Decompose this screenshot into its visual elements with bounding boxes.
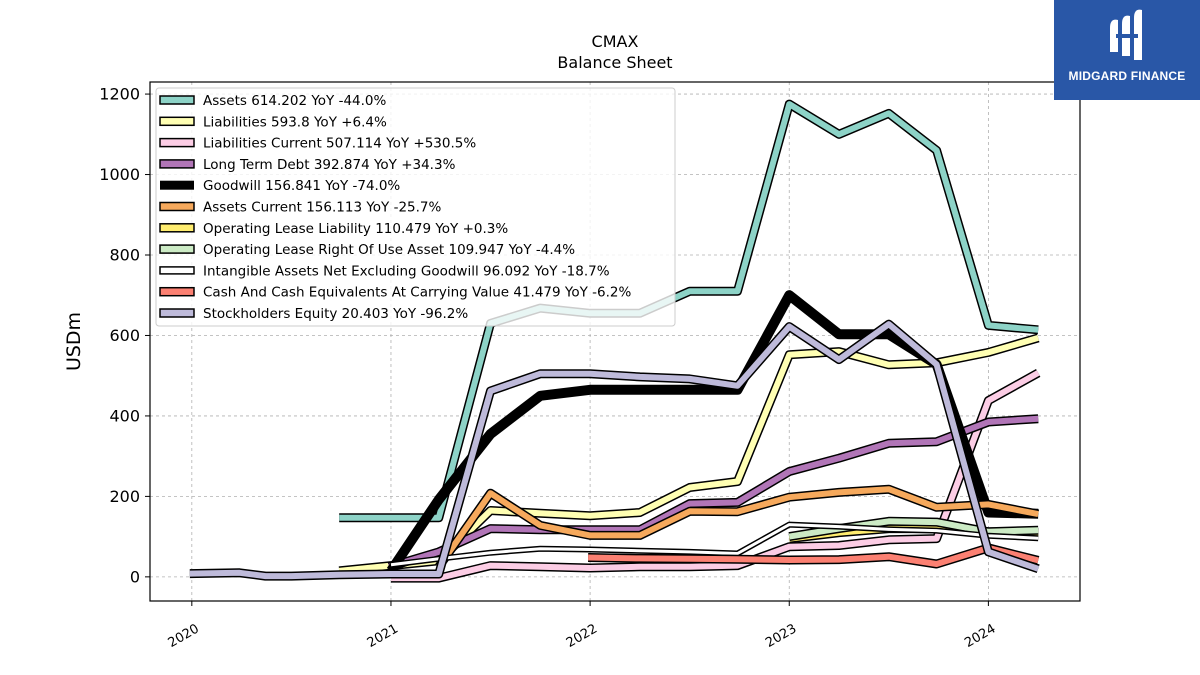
series-line bbox=[788, 518, 1039, 540]
series-line bbox=[388, 415, 1039, 570]
x-tick-label: 2024 bbox=[962, 621, 998, 651]
x-tick-label: 2023 bbox=[763, 621, 799, 651]
legend-swatch bbox=[160, 180, 194, 190]
series-line bbox=[391, 370, 1040, 582]
midgard-finance-logo: MIDGARD FINANCE bbox=[1054, 0, 1200, 100]
legend-entry: Liabilities Current 507.114 YoY +530.5% bbox=[203, 136, 476, 152]
legend-swatch bbox=[159, 137, 195, 148]
legend-swatch bbox=[159, 201, 195, 212]
chart-title-line-1: CMAX bbox=[592, 32, 639, 51]
y-axis-label: USDm bbox=[63, 312, 85, 371]
y-tick-label: 0 bbox=[130, 567, 140, 586]
y-tick-label: 200 bbox=[109, 487, 140, 506]
y-tick-label: 1000 bbox=[99, 165, 140, 184]
series-0 bbox=[339, 99, 1039, 523]
y-tick-label: 400 bbox=[109, 406, 140, 425]
legend-entry: Cash And Cash Equivalents At Carrying Va… bbox=[203, 285, 631, 301]
legend-entry: Goodwill 156.841 YoY -74.0% bbox=[203, 178, 400, 194]
legend-entry: Liabilities 593.8 YoY +6.4% bbox=[203, 114, 387, 130]
legend-swatch bbox=[159, 95, 195, 105]
plot-area-frame bbox=[149, 81, 1081, 602]
series-line bbox=[339, 101, 1039, 521]
x-tick-label: 2022 bbox=[564, 621, 600, 651]
legend-swatch bbox=[159, 244, 195, 254]
chart-title-line-2: Balance Sheet bbox=[557, 53, 672, 72]
y-tick-label: 600 bbox=[109, 326, 140, 345]
legend: Assets 614.202 YoY -44.0% Liabilities 593… bbox=[155, 87, 676, 327]
legend-entry: Operating Lease Liability 110.479 YoY +0… bbox=[203, 221, 508, 237]
series-7 bbox=[788, 516, 1039, 542]
series-line bbox=[588, 544, 1039, 567]
series-10 bbox=[189, 319, 1040, 581]
series-line bbox=[436, 486, 1039, 569]
x-tick-label: 2020 bbox=[166, 621, 202, 651]
series-lines bbox=[189, 99, 1041, 583]
series-line bbox=[189, 321, 1040, 580]
series-5 bbox=[435, 484, 1040, 570]
legend-entry: Operating Lease Right Of Use Asset 109.9… bbox=[203, 242, 575, 258]
series-9 bbox=[588, 543, 1040, 569]
y-axis-ticks: 0 200 400 600 800 1000 1200 bbox=[99, 85, 150, 586]
logo-text: MIDGARD FINANCE bbox=[1068, 69, 1186, 83]
legend-entry: Assets Current 156.113 YoY -25.7% bbox=[203, 200, 442, 216]
legend-box bbox=[155, 87, 676, 327]
legend-entry: Assets 614.202 YoY -44.0% bbox=[203, 93, 387, 109]
series-8 bbox=[390, 521, 1039, 568]
legend-entry: Long Term Debt 392.874 YoY +34.3% bbox=[203, 157, 456, 173]
x-axis-ticks: 2020 2021 2022 2023 2024 bbox=[166, 601, 998, 651]
legend-swatch bbox=[159, 308, 195, 318]
x-tick-label: 2021 bbox=[365, 621, 401, 651]
legend-swatch bbox=[159, 266, 195, 275]
legend-entry: Intangible Assets Net Excluding Goodwill… bbox=[203, 263, 610, 279]
legend-entry: Stockholders Equity 20.403 YoY -96.2% bbox=[203, 306, 468, 322]
legend-swatch bbox=[159, 159, 195, 169]
legend-swatch bbox=[159, 223, 195, 233]
series-2 bbox=[391, 368, 1041, 583]
series-3 bbox=[387, 414, 1039, 572]
y-tick-label: 1200 bbox=[99, 85, 140, 104]
logo-mark-icon bbox=[1110, 9, 1142, 60]
legend-swatch bbox=[159, 116, 195, 127]
legend-swatch bbox=[159, 286, 195, 297]
y-tick-label: 800 bbox=[109, 246, 140, 265]
series-line bbox=[390, 523, 1039, 567]
